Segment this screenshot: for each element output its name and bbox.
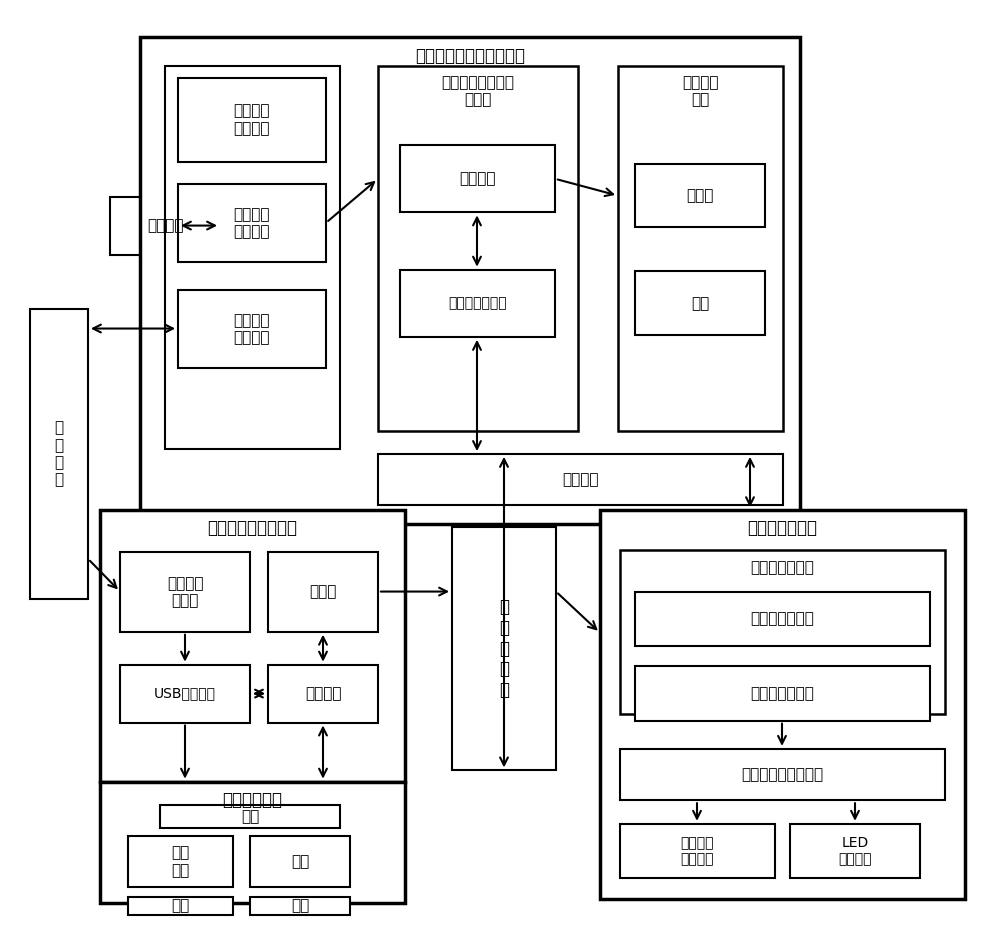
Bar	[635, 592, 930, 646]
Text: 单片机控制步进电
机模块: 单片机控制步进电 机模块	[442, 75, 514, 108]
Text: 智能语音
播报模块: 智能语音 播报模块	[681, 836, 714, 866]
Bar	[178, 78, 326, 162]
Bar	[250, 836, 350, 887]
Text: 超声波测距模块: 超声波测距模块	[751, 560, 814, 575]
Bar	[128, 836, 233, 887]
Text: 无线遥控武器发射子系统: 无线遥控武器发射子系统	[415, 47, 525, 65]
Bar	[790, 824, 920, 878]
Text: 超声波接收电路: 超声波接收电路	[751, 686, 814, 701]
Bar	[400, 270, 555, 337]
Text: LED
显示模块: LED 显示模块	[838, 836, 872, 866]
Text: 无线遥控
发射电路: 无线遥控 发射电路	[234, 207, 270, 240]
Bar	[452, 527, 556, 770]
Text: 无线摄像传输子系统: 无线摄像传输子系统	[208, 519, 298, 537]
Text: 上位机子系统: 上位机子系统	[222, 791, 283, 809]
Bar	[600, 510, 965, 899]
Bar	[100, 510, 405, 782]
Text: 接收机: 接收机	[309, 584, 337, 600]
Text: 无线迷你
摄像头: 无线迷你 摄像头	[167, 576, 203, 608]
Text: 单片机最小系统: 单片机最小系统	[448, 297, 507, 310]
Text: 解压
视频: 解压 视频	[171, 845, 190, 878]
Text: 无线遥控
接收电路: 无线遥控 接收电路	[234, 313, 270, 345]
Text: 无线遥控
操作模块: 无线遥控 操作模块	[234, 104, 270, 136]
Text: 武器发射
装置: 武器发射 装置	[682, 75, 719, 108]
Text: 低空测距子系统: 低空测距子系统	[748, 519, 818, 537]
Bar	[268, 552, 378, 632]
Text: 第四电源: 第四电源	[562, 472, 599, 488]
Bar	[165, 66, 340, 449]
Bar	[100, 782, 405, 903]
Text: 软件: 软件	[241, 809, 259, 825]
Bar	[268, 665, 378, 723]
Text: 回放: 回放	[291, 854, 309, 870]
Bar	[178, 290, 326, 368]
Text: 测
控
侦
察
机: 测 控 侦 察 机	[499, 598, 509, 699]
Text: 第三电源: 第三电源	[305, 686, 341, 701]
Text: 单片机程序控制模块: 单片机程序控制模块	[741, 767, 824, 782]
Bar	[178, 184, 326, 262]
Bar	[620, 749, 945, 800]
Bar	[400, 145, 555, 212]
Text: 录像: 录像	[171, 899, 190, 914]
Bar	[620, 550, 945, 714]
Bar	[618, 66, 783, 431]
Text: 步进电机: 步进电机	[459, 171, 496, 186]
Bar	[250, 897, 350, 915]
Bar	[128, 897, 233, 915]
Bar	[140, 37, 800, 524]
Bar	[120, 552, 250, 632]
Bar	[110, 197, 220, 255]
Bar	[378, 66, 578, 431]
Bar	[120, 665, 250, 723]
Bar	[378, 454, 783, 505]
Text: 管理: 管理	[291, 899, 309, 914]
Bar	[620, 824, 775, 878]
Bar	[160, 805, 340, 828]
Text: 橡皮筋: 橡皮筋	[686, 188, 714, 203]
Text: 超声波发射电路: 超声波发射电路	[751, 611, 814, 626]
Text: 武器: 武器	[691, 296, 709, 311]
Text: 第
一
电
源: 第 一 电 源	[54, 420, 64, 488]
Bar	[635, 271, 765, 335]
Bar	[635, 666, 930, 721]
Bar	[30, 309, 88, 599]
Bar	[635, 164, 765, 227]
Text: USB数据采集: USB数据采集	[154, 687, 216, 700]
Text: 第二电源: 第二电源	[147, 218, 183, 233]
